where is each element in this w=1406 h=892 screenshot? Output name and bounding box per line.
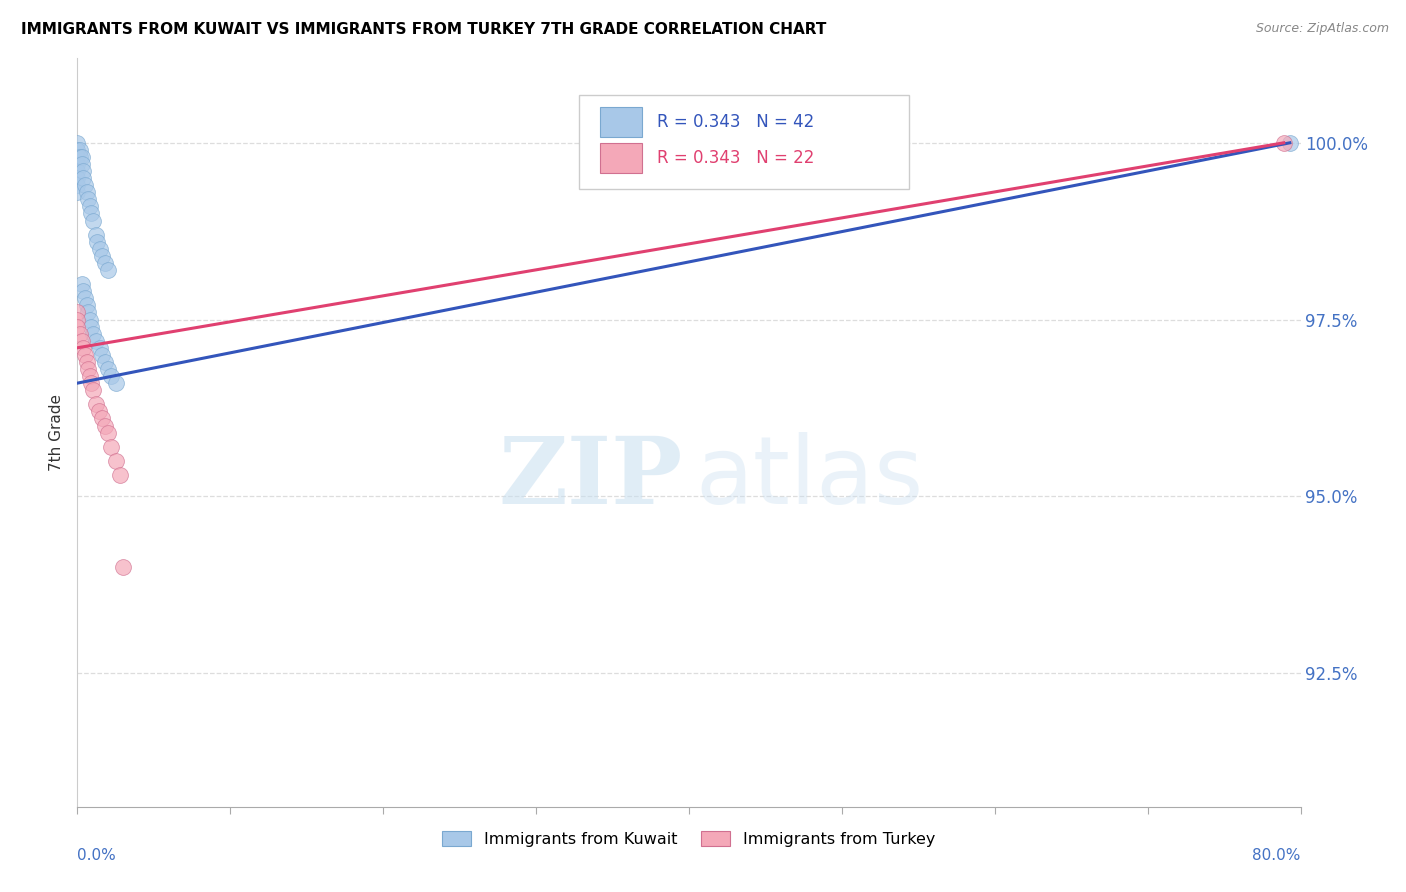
Text: R = 0.343   N = 22: R = 0.343 N = 22 [657, 149, 814, 168]
Point [70, 150, 93, 164]
Point [66, 136, 89, 150]
Point [77, 362, 100, 376]
Point [69, 326, 91, 341]
Point [76, 298, 98, 312]
Point [72, 285, 94, 299]
Point [94, 256, 117, 270]
Point [90, 348, 112, 362]
Point [80, 376, 103, 391]
Point [70, 157, 93, 171]
Point [66, 186, 89, 200]
Point [1278, 136, 1301, 150]
Point [69, 143, 91, 157]
FancyBboxPatch shape [599, 143, 643, 173]
Point [79, 312, 101, 326]
Point [89, 242, 111, 256]
Text: ZIP: ZIP [499, 433, 683, 523]
Point [76, 186, 98, 200]
Point [70, 334, 93, 348]
Text: Source: ZipAtlas.com: Source: ZipAtlas.com [1256, 22, 1389, 36]
Point [72, 341, 94, 355]
Point [82, 213, 104, 227]
Point [108, 468, 131, 483]
FancyBboxPatch shape [579, 95, 910, 189]
Point [97, 425, 120, 440]
Point [90, 249, 112, 263]
Point [112, 560, 135, 574]
Point [66, 312, 89, 326]
Point [66, 164, 89, 178]
Text: IMMIGRANTS FROM KUWAIT VS IMMIGRANTS FROM TURKEY 7TH GRADE CORRELATION CHART: IMMIGRANTS FROM KUWAIT VS IMMIGRANTS FRO… [21, 22, 827, 37]
FancyBboxPatch shape [599, 107, 643, 136]
Legend: Immigrants from Kuwait, Immigrants from Turkey: Immigrants from Kuwait, Immigrants from … [436, 824, 942, 854]
Point [104, 454, 127, 468]
Point [79, 369, 101, 384]
Point [72, 171, 94, 186]
Point [66, 305, 89, 319]
Point [94, 355, 117, 369]
Point [66, 171, 89, 186]
Point [66, 157, 89, 171]
Point [72, 164, 94, 178]
Point [97, 362, 120, 376]
Point [79, 199, 101, 213]
Point [76, 355, 98, 369]
Point [1272, 136, 1295, 150]
Point [80, 319, 103, 334]
Point [69, 150, 91, 164]
Point [94, 418, 117, 433]
Point [66, 319, 89, 334]
Point [104, 376, 127, 391]
Point [84, 227, 107, 242]
Point [89, 341, 111, 355]
Point [66, 150, 89, 164]
Point [70, 277, 93, 292]
Point [73, 348, 96, 362]
Point [66, 178, 89, 193]
Point [82, 383, 104, 397]
Text: 0.0%: 0.0% [77, 848, 117, 863]
Point [86, 235, 108, 249]
Point [100, 440, 122, 454]
Text: 80.0%: 80.0% [1253, 848, 1301, 863]
Point [97, 263, 120, 277]
Y-axis label: 7th Grade: 7th Grade [49, 394, 65, 471]
Point [87, 404, 110, 418]
Point [84, 397, 107, 411]
Point [73, 178, 96, 193]
Point [77, 305, 100, 319]
Text: R = 0.343   N = 42: R = 0.343 N = 42 [657, 113, 814, 131]
Point [82, 326, 104, 341]
Point [100, 369, 122, 384]
Point [77, 192, 100, 206]
Point [80, 206, 103, 220]
Point [73, 291, 96, 305]
Point [90, 411, 112, 425]
Point [84, 334, 107, 348]
Text: atlas: atlas [695, 432, 924, 524]
Point [66, 143, 89, 157]
